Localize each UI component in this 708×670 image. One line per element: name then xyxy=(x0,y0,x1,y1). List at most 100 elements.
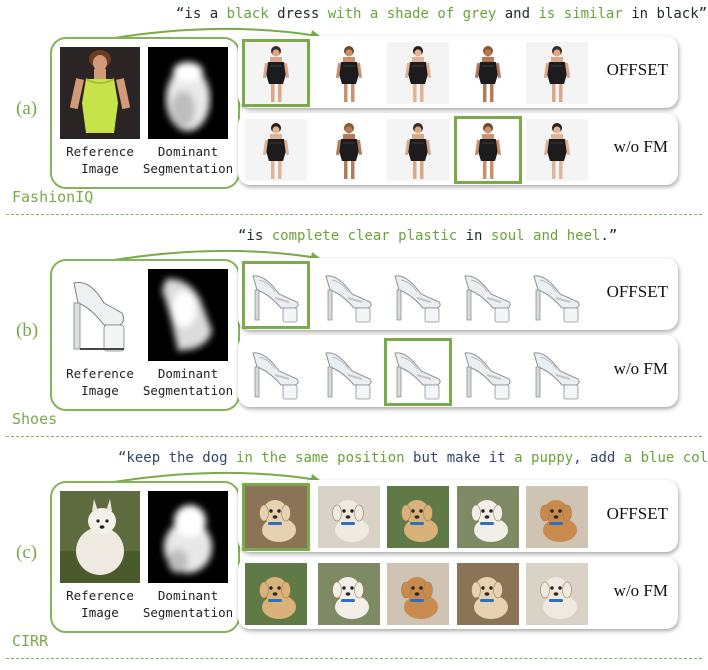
retrieved-photo xyxy=(245,563,307,625)
retrieved-image xyxy=(526,341,588,403)
reference-caption: Reference Image xyxy=(56,143,144,177)
caption-line: Reference xyxy=(66,144,134,159)
retrieved-image xyxy=(457,42,519,104)
retrieved-photo xyxy=(245,119,307,181)
retrieved-photo xyxy=(526,119,588,181)
query-segment: “is a xyxy=(176,6,227,22)
query-segment: in xyxy=(457,228,491,244)
query-text: “keep the dog in the same position but m… xyxy=(118,450,708,466)
query-segment: but make it xyxy=(404,450,515,466)
retrieved-image xyxy=(526,264,588,326)
row-label: OFFSET xyxy=(606,282,668,301)
query-text: “is complete clear plastic in soul and h… xyxy=(238,228,617,244)
section-divider xyxy=(6,436,702,437)
retrieved-image xyxy=(242,483,310,551)
retrieved-photo xyxy=(526,264,588,326)
retrieved-image xyxy=(245,563,307,625)
segmentation-caption: Dominant Segmentation xyxy=(140,365,236,399)
query-segment: with a shade of grey xyxy=(327,6,497,22)
retrieved-photo xyxy=(387,563,449,625)
row-label: OFFSET xyxy=(606,60,668,79)
reference-box: Reference Image Dominant Segmentation xyxy=(50,259,240,411)
retrieved-photo xyxy=(318,119,380,181)
query-segment: dress xyxy=(268,6,328,22)
panel-letter: (a) xyxy=(16,98,38,119)
retrieved-image xyxy=(318,563,380,625)
row-label: OFFSET xyxy=(606,504,668,523)
reference-image xyxy=(60,47,140,139)
retrieved-image xyxy=(245,119,307,181)
segmentation-caption: Dominant Segmentation xyxy=(140,143,236,177)
retrieved-photo xyxy=(387,42,449,104)
retrieved-image xyxy=(454,116,522,184)
dominant-segmentation-map xyxy=(148,47,228,139)
segmentation-photo xyxy=(148,269,228,361)
retrieved-image xyxy=(526,563,588,625)
retrieved-photo xyxy=(387,119,449,181)
query-segment: complete clear plastic xyxy=(271,228,458,244)
retrieved-image xyxy=(384,338,452,406)
retrieved-image xyxy=(242,261,310,329)
offset-results-row: OFFSET xyxy=(238,36,678,108)
retrieved-photo xyxy=(318,486,380,548)
retrieved-photo xyxy=(245,264,307,326)
panel-letter: (c) xyxy=(16,542,38,563)
dominant-segmentation-map xyxy=(148,269,228,361)
retrieved-image xyxy=(245,341,307,403)
retrieved-photo xyxy=(318,42,380,104)
query-segment: soul and heel xyxy=(490,228,601,244)
segmentation-photo xyxy=(148,47,228,139)
query-segment: black xyxy=(226,6,269,22)
panel-shoes: “is complete clear plastic in soul and h… xyxy=(0,222,708,444)
retrieved-photo xyxy=(318,264,380,326)
query-segment: a blue collar xyxy=(623,450,708,466)
reference-box: Reference Image Dominant Segmentation xyxy=(50,37,240,189)
reference-image xyxy=(60,269,140,361)
query-segment: in black” xyxy=(622,6,708,22)
retrieved-image xyxy=(318,486,380,548)
reference-caption: Reference Image xyxy=(56,365,144,399)
retrieved-photo xyxy=(457,264,519,326)
caption-line: Segmentation xyxy=(142,383,234,398)
section-divider xyxy=(6,658,702,659)
row-label: w/o FM xyxy=(613,581,668,600)
query-segment: .” xyxy=(600,228,618,244)
query-segment: is similar xyxy=(538,6,623,22)
retrieved-photo xyxy=(387,486,449,548)
retrieved-image xyxy=(457,563,519,625)
panel-fashioniq: “is a black dress with a shade of grey a… xyxy=(0,0,708,222)
retrieved-image xyxy=(318,264,380,326)
caption-line: Segmentation xyxy=(142,605,234,620)
retrieved-image xyxy=(387,119,449,181)
retrieved-image xyxy=(387,264,449,326)
dataset-name: Shoes xyxy=(12,410,58,428)
retrieved-photo xyxy=(318,341,380,403)
offset-results-row: OFFSET xyxy=(238,480,678,552)
retrieved-image xyxy=(457,486,519,548)
retrieved-image xyxy=(457,264,519,326)
baseline-results-row: w/o FM xyxy=(238,113,678,185)
query-text: “is a black dress with a shade of grey a… xyxy=(176,6,707,22)
reference-photo xyxy=(60,269,140,361)
segmentation-photo xyxy=(148,491,228,583)
caption-line: Dominant xyxy=(157,366,219,381)
baseline-results-row: w/o FM xyxy=(238,335,678,407)
reference-box: Reference Image Dominant Segmentation xyxy=(50,481,240,633)
retrieved-image xyxy=(526,42,588,104)
retrieved-image xyxy=(242,39,310,107)
dominant-segmentation-map xyxy=(148,491,228,583)
retrieved-image xyxy=(318,341,380,403)
retrieved-image xyxy=(318,119,380,181)
caption-line: Image xyxy=(81,383,119,398)
retrieved-image xyxy=(526,486,588,548)
retrieved-photo xyxy=(245,42,307,104)
caption-line: Reference xyxy=(66,366,134,381)
segmentation-caption: Dominant Segmentation xyxy=(140,587,236,621)
caption-line: Dominant xyxy=(157,144,219,159)
query-segment: and xyxy=(496,6,539,22)
query-segment: “keep the dog xyxy=(118,450,237,466)
retrieved-photo xyxy=(457,42,519,104)
retrieved-photo xyxy=(387,341,449,403)
query-segment: a puppy xyxy=(514,450,574,466)
reference-photo xyxy=(60,491,140,583)
